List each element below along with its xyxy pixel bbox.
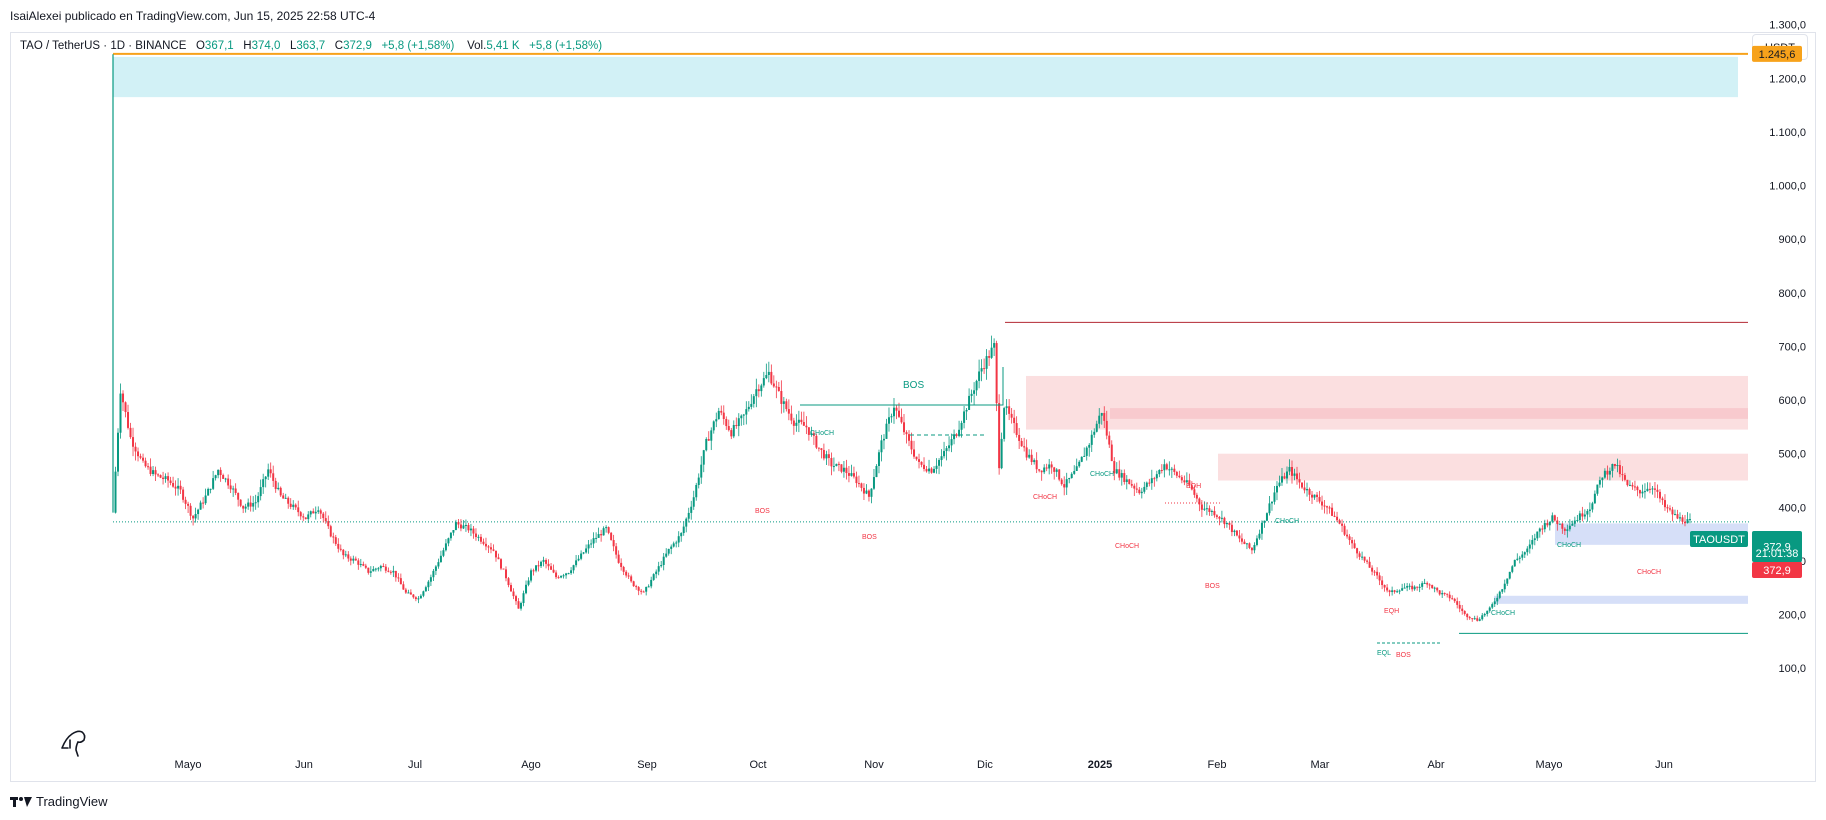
change-value: +5,8 (+1,58%) [381,40,455,52]
tradingview-logo-icon [10,796,32,807]
symbol-name[interactable]: TAO / TetherUS · 1D · BINANCE [20,40,187,52]
publish-info: IsaiAlexei publicado en TradingView.com,… [10,9,376,23]
chart-frame[interactable] [10,32,1816,782]
open-label: O [195,40,205,52]
tradingview-brand: TradingView [36,794,108,809]
open-value: 367,1 [204,40,234,52]
low-value: 363,7 [296,40,326,52]
close-label: C [334,40,344,52]
symbol-legend: TAO / TetherUS · 1D · BINANCE O367,1 H37… [20,40,602,52]
low-label: L [289,40,297,52]
volume-value: 5,41 K [486,40,520,52]
close-value: 372,9 [343,40,372,52]
volume-change: +5,8 (+1,58%) [529,40,603,52]
currency-button[interactable]: USDT [1752,34,1808,60]
tradingview-footer[interactable]: TradingView [10,794,108,809]
volume-label: Vol. [467,40,487,52]
y-tick-label: 1.300,0 [1769,20,1806,32]
high-value: 374,0 [251,40,281,52]
high-label: H [243,40,252,52]
